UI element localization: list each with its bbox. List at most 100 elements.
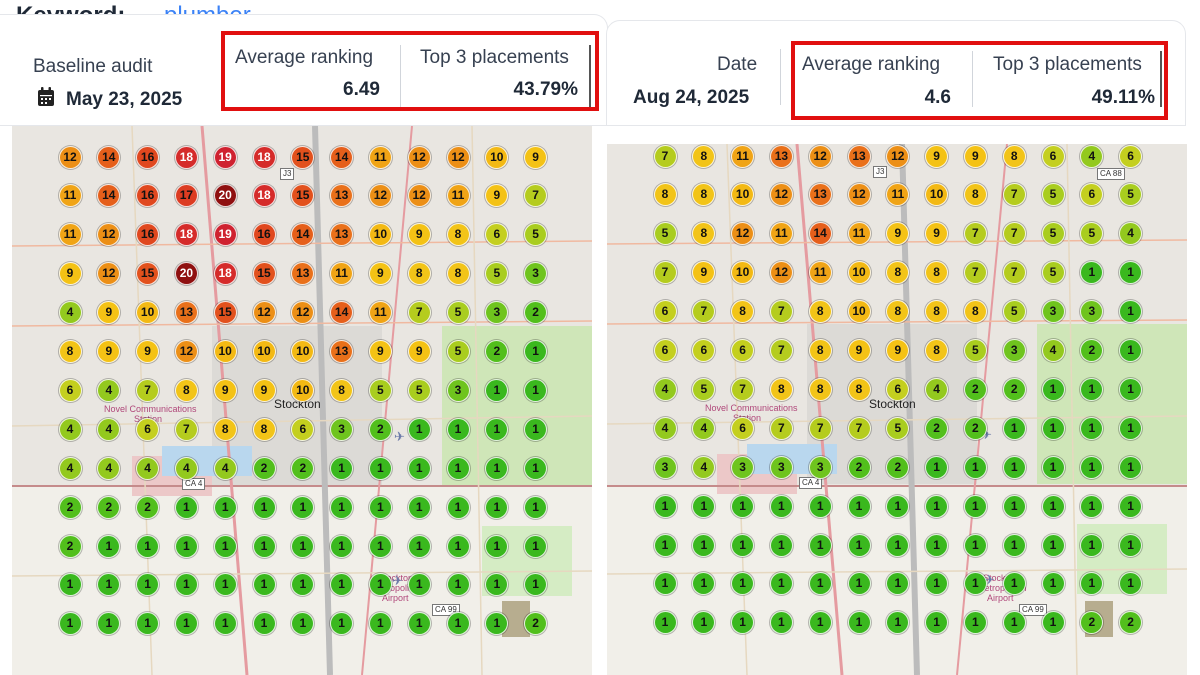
- rank-pin[interactable]: 1: [485, 534, 509, 558]
- rank-pin[interactable]: 17: [174, 184, 198, 208]
- rank-pin[interactable]: 1: [524, 495, 548, 519]
- rank-pin[interactable]: 1: [330, 534, 354, 558]
- rank-pin[interactable]: 6: [291, 417, 315, 441]
- rank-pin[interactable]: 9: [407, 223, 431, 247]
- rank-pin[interactable]: 4: [692, 416, 716, 440]
- rank-pin[interactable]: 20: [213, 184, 237, 208]
- rank-pin[interactable]: 4: [58, 301, 82, 325]
- rank-pin[interactable]: 2: [963, 377, 987, 401]
- rank-pin[interactable]: 1: [136, 534, 160, 558]
- rank-pin[interactable]: 6: [653, 339, 677, 362]
- rank-pin[interactable]: 1: [524, 573, 548, 597]
- rank-pin[interactable]: 12: [769, 261, 793, 285]
- rank-pin[interactable]: 1: [252, 612, 276, 636]
- rank-pin[interactable]: 15: [291, 145, 315, 169]
- rank-pin[interactable]: 4: [136, 456, 160, 480]
- rank-pin[interactable]: 1: [368, 573, 392, 597]
- rank-pin[interactable]: 12: [731, 222, 755, 246]
- rank-pin[interactable]: 5: [1041, 261, 1065, 285]
- rank-pin[interactable]: 1: [769, 533, 793, 557]
- rank-pin[interactable]: 11: [368, 145, 392, 169]
- rank-pin[interactable]: 7: [136, 378, 160, 402]
- rank-pin[interactable]: 7: [407, 301, 431, 325]
- rank-pin[interactable]: 12: [407, 145, 431, 169]
- rank-pin[interactable]: 8: [174, 378, 198, 402]
- rank-pin[interactable]: 9: [252, 378, 276, 402]
- rank-pin[interactable]: 1: [692, 494, 716, 518]
- rank-pin[interactable]: 1: [1002, 494, 1026, 518]
- rank-pin[interactable]: 11: [731, 144, 755, 168]
- rank-pin[interactable]: 2: [136, 495, 160, 519]
- rank-pin[interactable]: 1: [1041, 377, 1065, 401]
- rank-pin[interactable]: 1: [291, 495, 315, 519]
- rank-pin[interactable]: 15: [291, 184, 315, 208]
- rank-pin[interactable]: 7: [653, 261, 677, 285]
- rank-pin[interactable]: 1: [291, 573, 315, 597]
- rank-pin[interactable]: 5: [407, 378, 431, 402]
- rank-pin[interactable]: 2: [963, 416, 987, 440]
- rank-pin[interactable]: 18: [213, 262, 237, 286]
- rank-pin[interactable]: 6: [485, 223, 509, 247]
- rank-pin[interactable]: 18: [252, 145, 276, 169]
- rank-pin[interactable]: 15: [136, 262, 160, 286]
- rank-pin[interactable]: 2: [1002, 377, 1026, 401]
- rank-pin[interactable]: 8: [925, 339, 949, 362]
- rank-pin[interactable]: 3: [1002, 339, 1026, 362]
- rank-pin[interactable]: 1: [847, 494, 871, 518]
- rank-pin[interactable]: 1: [925, 455, 949, 479]
- rank-pin[interactable]: 1: [1080, 533, 1104, 557]
- rank-pin[interactable]: 1: [446, 612, 470, 636]
- rank-pin[interactable]: 1: [963, 533, 987, 557]
- rank-pin[interactable]: 1: [925, 494, 949, 518]
- rank-pin[interactable]: 4: [97, 417, 121, 441]
- rank-pin[interactable]: 1: [368, 534, 392, 558]
- rank-pin[interactable]: 1: [925, 572, 949, 596]
- rank-pin[interactable]: 9: [925, 144, 949, 168]
- rank-pin[interactable]: 13: [330, 340, 354, 363]
- rank-pin[interactable]: 10: [368, 223, 392, 247]
- rank-pin[interactable]: 8: [692, 144, 716, 168]
- rank-pin[interactable]: 1: [1119, 261, 1143, 285]
- rank-pin[interactable]: 2: [524, 301, 548, 325]
- rank-pin[interactable]: 8: [808, 377, 832, 401]
- rank-pin[interactable]: 3: [1041, 300, 1065, 324]
- rank-pin[interactable]: 1: [291, 534, 315, 558]
- rank-pin[interactable]: 1: [808, 494, 832, 518]
- rank-pin[interactable]: 11: [886, 183, 910, 207]
- rank-pin[interactable]: 1: [524, 534, 548, 558]
- rank-pin[interactable]: 1: [524, 378, 548, 402]
- rank-pin[interactable]: 8: [446, 223, 470, 247]
- rank-pin[interactable]: 9: [692, 261, 716, 285]
- rank-pin[interactable]: 2: [252, 456, 276, 480]
- rank-pin[interactable]: 1: [330, 573, 354, 597]
- rank-pin[interactable]: 10: [731, 183, 755, 207]
- rank-pin[interactable]: 1: [1119, 572, 1143, 596]
- rank-pin[interactable]: 1: [524, 340, 548, 363]
- rank-pin[interactable]: 8: [252, 417, 276, 441]
- rank-pin[interactable]: 10: [731, 261, 755, 285]
- rank-pin[interactable]: 1: [1119, 533, 1143, 557]
- rank-pin[interactable]: 1: [963, 494, 987, 518]
- rank-pin[interactable]: 13: [769, 144, 793, 168]
- rank-pin[interactable]: 6: [692, 339, 716, 362]
- rank-pin[interactable]: 11: [368, 301, 392, 325]
- rank-pin[interactable]: 10: [136, 301, 160, 325]
- rank-pin[interactable]: 8: [963, 300, 987, 324]
- rank-pin[interactable]: 15: [213, 301, 237, 325]
- rank-pin[interactable]: 6: [1080, 183, 1104, 207]
- rank-pin[interactable]: 1: [368, 612, 392, 636]
- rank-pin[interactable]: 6: [653, 300, 677, 324]
- rank-pin[interactable]: 14: [330, 301, 354, 325]
- rank-pin[interactable]: 1: [252, 534, 276, 558]
- rank-pin[interactable]: 4: [97, 456, 121, 480]
- rank-pin[interactable]: 12: [174, 340, 198, 363]
- rank-pin[interactable]: 1: [1119, 416, 1143, 440]
- rank-pin[interactable]: 1: [446, 495, 470, 519]
- rank-pin[interactable]: 1: [692, 533, 716, 557]
- rank-pin[interactable]: 1: [769, 572, 793, 596]
- rank-pin[interactable]: 1: [485, 573, 509, 597]
- rank-pin[interactable]: 4: [653, 416, 677, 440]
- rank-pin[interactable]: 2: [58, 495, 82, 519]
- rank-pin[interactable]: 4: [692, 455, 716, 479]
- rank-pin[interactable]: 5: [446, 301, 470, 325]
